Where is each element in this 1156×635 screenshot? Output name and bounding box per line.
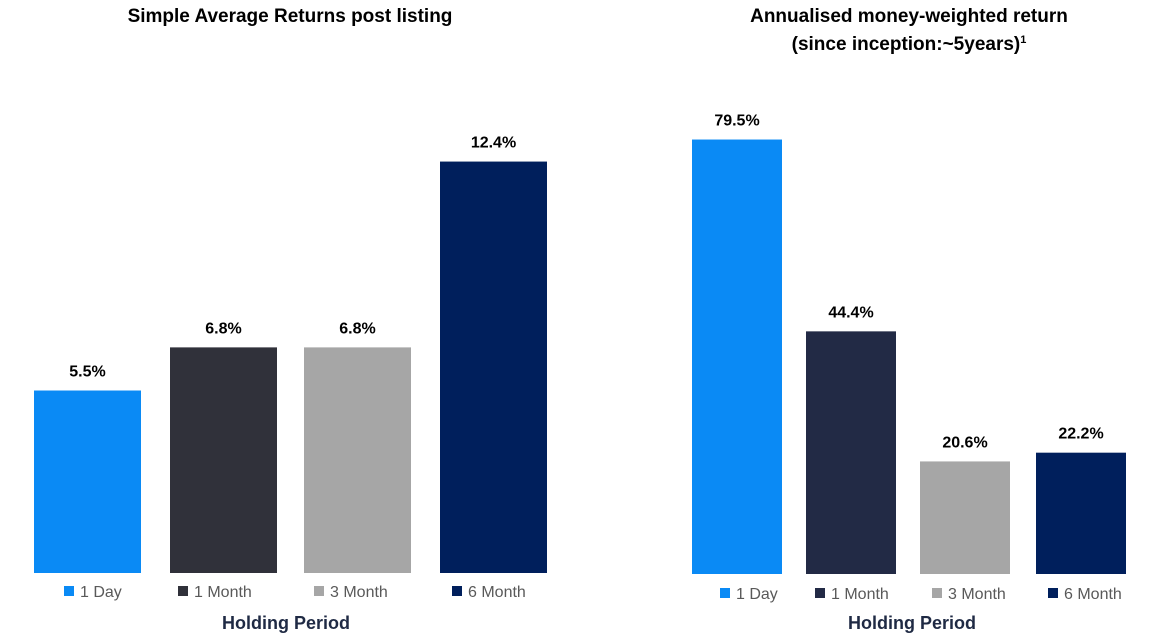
chart-right-title: Annualised money-weighted return [750, 6, 1068, 27]
legend-label-right-3-month: 3 Month [948, 586, 1006, 603]
data-label-left-1-day: 5.5% [69, 364, 105, 381]
legend-swatch-left-1-month [178, 586, 188, 596]
legend-swatch-right-1-month [815, 588, 825, 598]
data-label-left-6-month: 12.4% [471, 135, 516, 152]
bar-left-1-day [34, 390, 141, 573]
data-label-right-3-month: 20.6% [942, 434, 987, 451]
chart-right-x-axis-label: Holding Period [848, 613, 976, 633]
legend-label-right-1-month: 1 Month [831, 586, 889, 603]
chart-right: Annualised money-weighted return (since … [692, 6, 1126, 633]
legend-label-left-6-month: 6 Month [468, 584, 526, 601]
bar-left-6-month [440, 161, 547, 573]
bar-right-6-month [1036, 452, 1126, 574]
data-label-left-1-month: 6.8% [205, 320, 241, 337]
bar-left-1-month [170, 347, 277, 573]
data-label-right-1-month: 44.4% [828, 304, 873, 321]
chart-left: Simple Average Returns post listing 5.5%… [34, 6, 547, 633]
data-label-left-3-month: 6.8% [339, 320, 375, 337]
bar-right-1-month [806, 331, 896, 574]
chart-left-legend: 1 Day 1 Month 3 Month 6 Month [64, 584, 526, 601]
chart-right-subtitle: (since inception:~5years)1 [792, 34, 1027, 55]
chart-left-x-axis-label: Holding Period [222, 613, 350, 633]
data-label-right-6-month: 22.2% [1058, 426, 1103, 443]
legend-label-right-1-day: 1 Day [736, 586, 778, 603]
legend-label-right-6-month: 6 Month [1064, 586, 1122, 603]
legend-swatch-right-1-day [720, 588, 730, 598]
chart-right-subtitle-text: (since inception:~5years) [792, 34, 1021, 55]
legend-swatch-left-1-day [64, 586, 74, 596]
legend-label-left-1-month: 1 Month [194, 584, 252, 601]
chart-right-subtitle-footnote: 1 [1020, 34, 1026, 46]
data-label-right-1-day: 79.5% [714, 113, 759, 130]
legend-label-left-3-month: 3 Month [330, 584, 388, 601]
bar-right-1-day [692, 139, 782, 574]
bar-left-3-month [304, 347, 411, 573]
chart-right-data-labels: 79.5% 44.4% 20.6% 22.2% [714, 113, 1103, 452]
bar-right-3-month [920, 461, 1010, 574]
chart-left-bars [34, 161, 547, 573]
chart-right-legend: 1 Day 1 Month 3 Month 6 Month [720, 586, 1122, 603]
legend-swatch-left-6-month [452, 586, 462, 596]
legend-swatch-right-3-month [932, 588, 942, 598]
legend-swatch-left-3-month [314, 586, 324, 596]
chart-right-bars [692, 139, 1126, 574]
chart-left-data-labels: 5.5% 6.8% 6.8% 12.4% [69, 135, 516, 381]
chart-left-title: Simple Average Returns post listing [128, 6, 453, 27]
legend-label-left-1-day: 1 Day [80, 584, 122, 601]
legend-swatch-right-6-month [1048, 588, 1058, 598]
